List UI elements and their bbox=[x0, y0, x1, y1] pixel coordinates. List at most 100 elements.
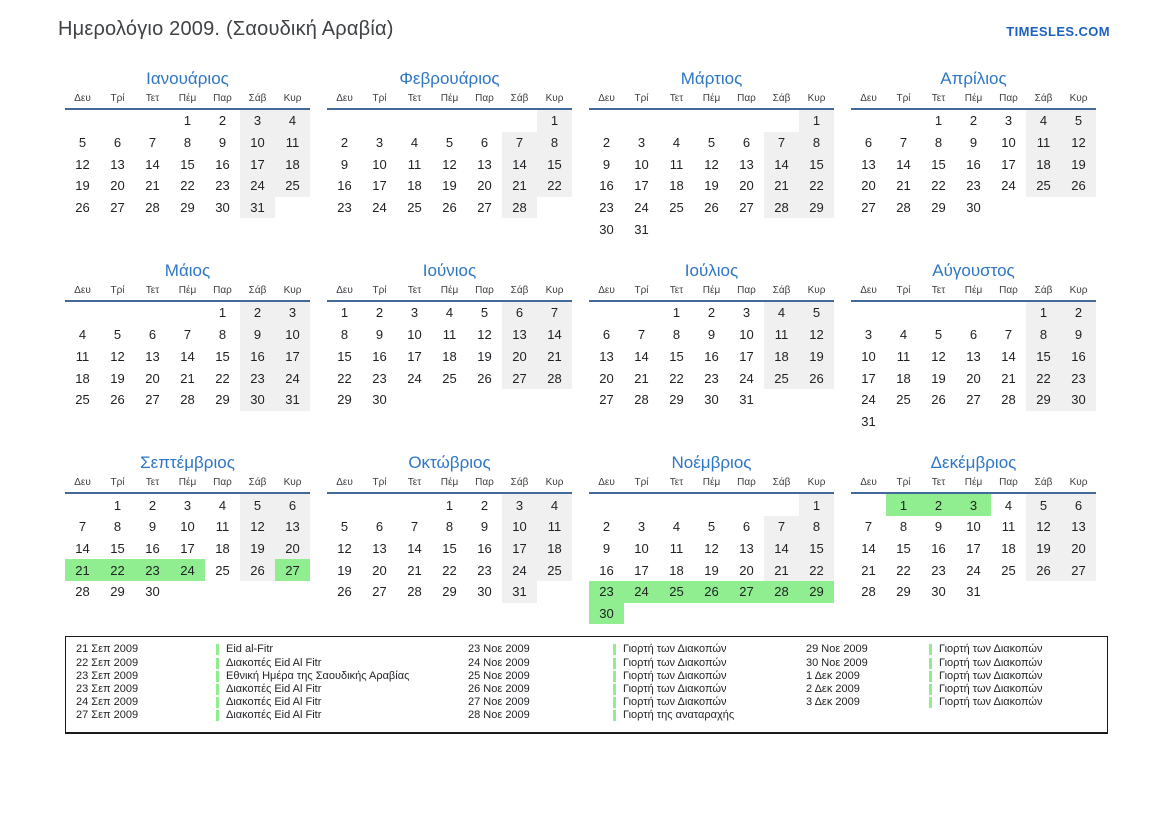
holiday-date: 28 Νοε 2009 bbox=[468, 709, 530, 722]
day-cell: 23 bbox=[240, 367, 275, 389]
day-cell: 7 bbox=[637, 327, 646, 343]
day-cell: 26 bbox=[110, 392, 125, 408]
day-cell: 11 bbox=[537, 515, 572, 538]
day-cell: 12 bbox=[931, 348, 946, 364]
weekday-header: Κυρ bbox=[275, 93, 310, 110]
week-row: 23 24 25 26 27 28 bbox=[327, 196, 572, 219]
holiday-marker-icon bbox=[929, 684, 932, 696]
holiday-marker-icon bbox=[929, 644, 932, 656]
day-cell: 31 bbox=[240, 196, 275, 219]
day-cell: 23 bbox=[337, 200, 352, 216]
day-cell: 3 bbox=[240, 109, 275, 132]
day-cell: 20 bbox=[477, 178, 492, 194]
holiday-name: Γιορτή των Διακοπών bbox=[939, 696, 1043, 709]
month-title: Ιούνιος bbox=[422, 261, 477, 281]
week-row: 5 6 7 8 9 10 11 bbox=[327, 515, 572, 538]
empty-cell bbox=[659, 603, 694, 625]
day-cell: 7 bbox=[899, 135, 908, 151]
calendar-table: Δευ Τρί Τετ Πέμ Παρ Σάβ Κυρ 1 2 3 4 5 6 7 8 9 10 11 12 13 14… bbox=[851, 477, 1096, 602]
day-cell: 1 bbox=[113, 497, 122, 513]
day-cell: 24 bbox=[502, 559, 537, 581]
month-block: Ιούλιος Δευ Τρί Τετ Πέμ Παρ Σάβ Κυρ 1 2 3 4 5 6 7 8 9 10 1… bbox=[589, 259, 834, 410]
day-cell: 17 bbox=[739, 348, 754, 364]
week-row: 1 bbox=[589, 493, 834, 516]
holiday-name: Γιορτή των Διακοπών bbox=[623, 656, 727, 669]
day-cell: 26 bbox=[75, 200, 90, 216]
day-cell: 13 bbox=[599, 348, 614, 364]
weekday-header: Τρί bbox=[100, 285, 135, 303]
month-block: Μάιος Δευ Τρί Τετ Πέμ Παρ Σάβ Κυρ 1 2 3 4 5 6 7 8 9 10 11 1… bbox=[65, 259, 310, 411]
weekday-header: Κυρ bbox=[537, 285, 572, 303]
day-cell: 29 bbox=[1026, 388, 1061, 411]
day-cell: 24 bbox=[170, 559, 205, 581]
site-link[interactable]: TIMESLES.COM bbox=[1006, 24, 1110, 39]
day-cell: 10 bbox=[502, 515, 537, 538]
empty-cell bbox=[1026, 411, 1061, 433]
day-cell: 1 bbox=[537, 109, 572, 132]
day-cell: 12 bbox=[477, 327, 492, 343]
holiday-name: Γιορτή των Διακοπών bbox=[939, 656, 1043, 669]
empty-cell bbox=[100, 109, 135, 132]
day-cell: 18 bbox=[1001, 540, 1016, 556]
weekday-header: Δευ bbox=[327, 93, 362, 110]
day-cell: 6 bbox=[502, 301, 537, 324]
day-cell: 6 bbox=[113, 135, 122, 151]
holiday-date: 2 Δεκ 2009 bbox=[806, 682, 860, 695]
weekday-header: Τρί bbox=[624, 477, 659, 495]
day-cell: 29 bbox=[180, 200, 195, 216]
weekday-header: Τρί bbox=[624, 93, 659, 110]
day-cell: 27 bbox=[477, 200, 492, 216]
day-cell: 19 bbox=[110, 370, 125, 386]
week-row: 12 13 14 15 16 17 18 bbox=[65, 153, 310, 176]
day-cell: 30 bbox=[372, 392, 387, 408]
day-cell: 13 bbox=[861, 156, 876, 172]
day-cell: 28 bbox=[145, 200, 160, 216]
holiday-date: 22 Σεπ 2009 bbox=[76, 656, 139, 669]
month-title: Ιανουάριος bbox=[146, 69, 229, 88]
weekday-header: Παρ bbox=[729, 477, 764, 495]
day-cell: 20 bbox=[502, 345, 537, 368]
weekday-header: Δευ bbox=[851, 477, 886, 495]
day-cell: 25 bbox=[75, 392, 90, 408]
day-cell: 14 bbox=[1001, 348, 1016, 364]
day-cell: 30 bbox=[240, 388, 275, 411]
day-cell: 17 bbox=[275, 345, 310, 368]
day-cell: 2 bbox=[602, 135, 611, 151]
day-cell: 23 bbox=[215, 178, 230, 194]
day-cell: 18 bbox=[275, 153, 310, 176]
week-row: 20 21 22 23 24 25 26 bbox=[851, 175, 1096, 197]
day-cell: 16 bbox=[599, 562, 614, 578]
day-cell: 5 bbox=[707, 519, 716, 535]
day-cell: 20 bbox=[110, 178, 125, 194]
day-cell: 8 bbox=[934, 135, 943, 151]
day-cell: 25 bbox=[896, 392, 911, 408]
week-row: 14 15 16 17 18 19 20 bbox=[851, 537, 1096, 560]
empty-cell bbox=[65, 493, 100, 516]
weekday-header: Σάβ bbox=[502, 285, 537, 303]
calendar-table: Δευ Τρί Τετ Πέμ Παρ Σάβ Κυρ 1 2 3 4 5 6 7 8 9 10 11 12 13 14… bbox=[589, 477, 834, 625]
weekday-header: Δευ bbox=[65, 285, 100, 303]
holiday-marker-icon bbox=[613, 710, 616, 722]
month-title: Σεπτέμβριος bbox=[140, 453, 235, 473]
day-cell: 20 bbox=[275, 537, 310, 560]
empty-cell bbox=[729, 109, 764, 132]
holiday-name: Γιορτή των Διακοπών bbox=[939, 682, 1043, 695]
day-cell: 31 bbox=[739, 392, 754, 408]
weekday-header: Πέμ bbox=[956, 93, 991, 110]
holiday-marker-icon bbox=[216, 684, 219, 696]
day-cell: 7 bbox=[764, 131, 799, 154]
day-cell: 10 bbox=[1001, 135, 1016, 151]
day-cell: 27 bbox=[502, 367, 537, 389]
day-cell: 31 bbox=[966, 584, 981, 600]
day-cell: 26 bbox=[477, 370, 492, 386]
day-cell: 7 bbox=[410, 519, 419, 535]
month-title: Αύγουστος bbox=[932, 261, 1015, 281]
empty-cell bbox=[659, 218, 694, 240]
day-cell: 8 bbox=[183, 135, 192, 151]
week-row: 22 23 24 25 26 27 28 bbox=[327, 367, 572, 389]
day-cell: 9 bbox=[340, 156, 349, 172]
day-cell: 11 bbox=[442, 327, 457, 343]
day-cell: 4 bbox=[764, 301, 799, 324]
